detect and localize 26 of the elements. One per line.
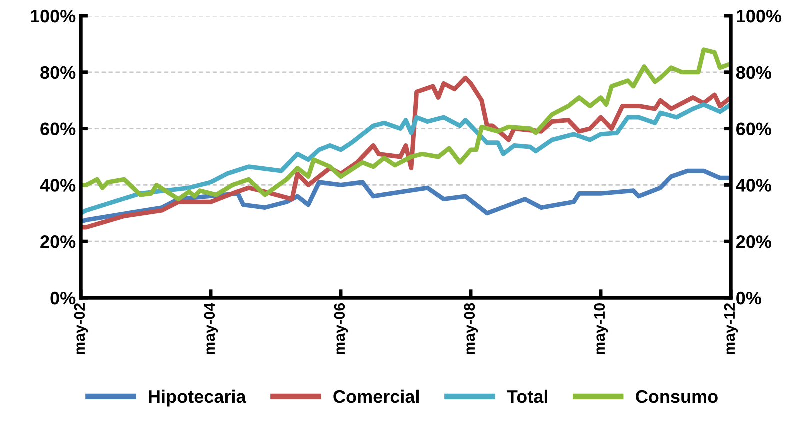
legend-label: Hipotecaria bbox=[149, 390, 246, 407]
x-tick-label: may-04 bbox=[204, 302, 218, 355]
y-tick-label: 40% bbox=[40, 179, 76, 192]
y2-tick-label: 40% bbox=[736, 179, 772, 192]
legend-label: Consumo bbox=[636, 390, 718, 404]
line-series bbox=[81, 48, 731, 202]
y-tick-label: 0% bbox=[50, 292, 76, 305]
line-series bbox=[81, 168, 731, 224]
x-tick-label: may-08 bbox=[464, 303, 478, 355]
legend-label: Total bbox=[507, 390, 548, 404]
y2-tick-label: 0% bbox=[736, 292, 762, 305]
y-tick-label: 80% bbox=[40, 66, 76, 80]
x-tick-label: may-06 bbox=[334, 303, 348, 355]
y2-tick-label: 100% bbox=[737, 10, 782, 23]
x-tick-label: may-02 bbox=[74, 303, 88, 355]
y2-tick-label: 80% bbox=[736, 66, 772, 80]
legend-label: Comercial bbox=[334, 390, 419, 404]
y2-tick-label: 60% bbox=[736, 122, 772, 136]
y-tick-label: 100% bbox=[31, 10, 76, 23]
line-series bbox=[81, 102, 731, 216]
x-tick-label: may-12 bbox=[724, 303, 738, 355]
x-tick-label: may-10 bbox=[594, 303, 608, 355]
line-series bbox=[81, 76, 731, 230]
y2-tick-label: 20% bbox=[736, 236, 772, 248]
y-tick-label: 20% bbox=[40, 236, 76, 248]
y-tick-label: 60% bbox=[40, 122, 76, 136]
